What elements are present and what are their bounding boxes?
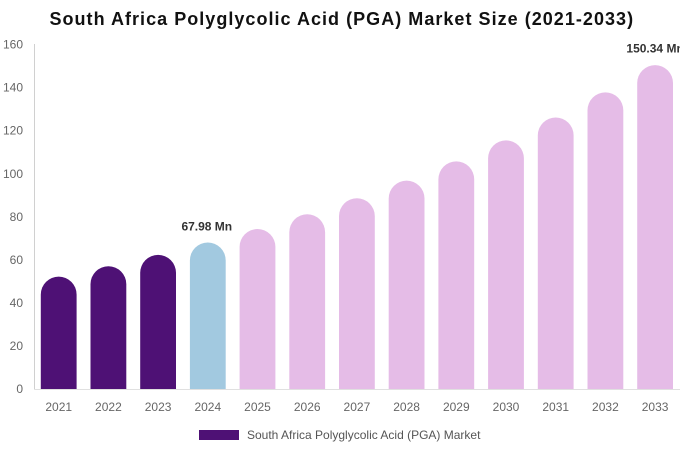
svg-text:2024: 2024 xyxy=(194,400,221,414)
svg-text:120: 120 xyxy=(3,124,23,138)
svg-text:60: 60 xyxy=(10,253,24,267)
svg-text:2025: 2025 xyxy=(244,400,271,414)
svg-text:160: 160 xyxy=(3,38,23,52)
svg-text:140: 140 xyxy=(3,81,23,95)
svg-text:South Africa Polyglycolic Acid: South Africa Polyglycolic Acid (PGA) Mar… xyxy=(247,428,481,442)
svg-text:2022: 2022 xyxy=(95,400,122,414)
svg-text:2031: 2031 xyxy=(542,400,569,414)
svg-text:40: 40 xyxy=(10,296,24,310)
svg-text:2029: 2029 xyxy=(443,400,470,414)
svg-text:67.98 Mn: 67.98 Mn xyxy=(181,220,232,234)
svg-text:2023: 2023 xyxy=(145,400,172,414)
svg-text:100: 100 xyxy=(3,167,23,181)
svg-text:2032: 2032 xyxy=(592,400,619,414)
svg-text:2027: 2027 xyxy=(344,400,371,414)
svg-text:20: 20 xyxy=(10,339,24,353)
svg-text:0: 0 xyxy=(16,382,23,396)
svg-text:150.34 Mn: 150.34 Mn xyxy=(626,42,680,56)
svg-text:80: 80 xyxy=(10,210,24,224)
svg-text:2021: 2021 xyxy=(45,400,72,414)
svg-text:2030: 2030 xyxy=(493,400,520,414)
svg-text:South Africa Polyglycolic Acid: South Africa Polyglycolic Acid (PGA) Mar… xyxy=(49,9,634,29)
svg-text:2026: 2026 xyxy=(294,400,321,414)
svg-text:2033: 2033 xyxy=(642,400,669,414)
svg-text:2028: 2028 xyxy=(393,400,420,414)
